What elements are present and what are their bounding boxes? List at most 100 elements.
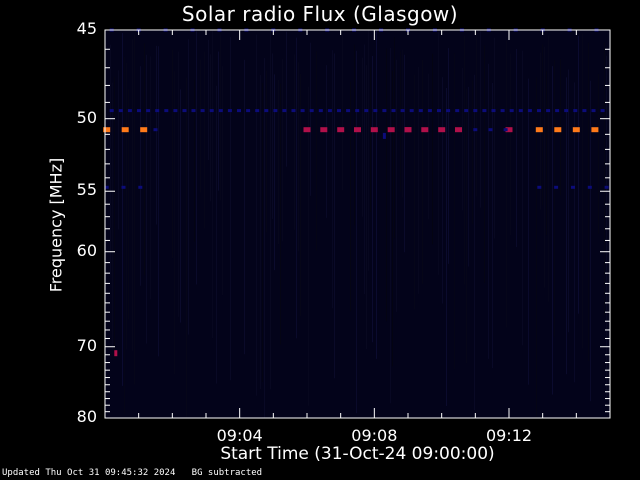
noise-streak	[260, 75, 261, 390]
band-mark	[604, 185, 609, 189]
noise-streak	[296, 37, 297, 339]
band-mark	[571, 185, 575, 189]
point-mark	[114, 350, 118, 357]
y-tick-label: 70	[76, 335, 97, 355]
noise-streak	[506, 40, 507, 328]
band-mark	[509, 109, 514, 113]
noise-streak	[494, 37, 495, 239]
noise-streak	[588, 42, 589, 362]
band-mark	[273, 109, 278, 113]
noise-streak	[208, 39, 209, 161]
y-tick-label: 60	[76, 240, 97, 260]
band-mark	[591, 127, 599, 133]
noise-streak	[282, 59, 283, 242]
noise-streak	[604, 42, 605, 317]
x-tick-label: 09:04	[216, 426, 263, 445]
noise-streak	[472, 80, 473, 224]
y-axis-label: Frequency [MHz]	[46, 157, 66, 293]
band-mark	[573, 109, 578, 113]
noise-streak	[386, 48, 387, 322]
noise-streak	[294, 54, 295, 230]
noise-streak	[212, 30, 213, 339]
noise-streak	[568, 69, 569, 333]
plot-area	[105, 30, 610, 418]
noise-streak	[132, 39, 133, 351]
band-mark	[438, 127, 446, 133]
noise-streak	[552, 66, 553, 395]
band-mark	[503, 128, 508, 132]
band-mark	[127, 109, 132, 113]
band-mark	[482, 109, 487, 113]
band-mark	[537, 109, 541, 113]
noise-streak	[400, 51, 401, 192]
noise-streak	[476, 31, 477, 197]
band-mark	[300, 109, 305, 113]
band-mark	[337, 127, 345, 133]
plot-frame	[104, 29, 611, 419]
noise-streak	[122, 33, 123, 386]
band-mark	[564, 109, 569, 113]
noise-streak	[578, 35, 579, 314]
noise-streak	[334, 53, 335, 379]
noise-streak	[574, 82, 575, 383]
noise-streak	[200, 59, 201, 193]
band-mark	[103, 127, 111, 133]
noise-streak	[362, 57, 363, 217]
noise-streak	[522, 50, 523, 346]
band-mark	[488, 128, 493, 132]
noise-streak	[554, 60, 555, 337]
noise-streak	[144, 43, 145, 276]
band-mark	[370, 127, 378, 133]
band-mark	[400, 109, 405, 113]
noise-streak	[128, 89, 129, 320]
band-mark	[237, 109, 241, 113]
noise-streak	[110, 44, 111, 275]
noise-streak	[262, 82, 263, 382]
noise-streak	[286, 31, 287, 167]
band-mark	[137, 109, 141, 113]
band-mark	[355, 109, 360, 113]
noise-streak	[432, 53, 433, 245]
noise-streak	[210, 54, 211, 202]
noise-streak	[332, 50, 333, 309]
noise-streak	[404, 54, 405, 253]
noise-streak	[492, 82, 493, 369]
noise-streak	[124, 56, 125, 414]
noise-streak	[222, 66, 223, 296]
noise-streak	[428, 73, 429, 220]
noise-streak	[272, 53, 273, 219]
band-mark	[109, 109, 114, 113]
band-mark	[318, 109, 323, 113]
band-mark	[246, 109, 251, 113]
band-mark	[518, 109, 523, 113]
noise-streak	[488, 63, 489, 359]
noise-streak	[126, 63, 127, 350]
noise-streak	[372, 55, 373, 343]
band-mark	[437, 109, 441, 113]
noise-streak	[484, 45, 485, 283]
noise-streak	[402, 49, 403, 198]
band-mark	[303, 127, 311, 133]
noise-streak	[370, 67, 371, 212]
noise-streak	[546, 71, 547, 236]
noise-streak	[510, 53, 511, 236]
band-mark	[555, 109, 560, 113]
noise-streak	[256, 34, 257, 396]
noise-streak	[376, 30, 377, 359]
noise-streak	[266, 70, 267, 233]
band-mark	[291, 109, 296, 113]
noise-streak	[270, 31, 271, 390]
band-mark	[554, 127, 562, 133]
band-mark	[455, 109, 460, 113]
noise-streak	[480, 31, 481, 208]
noise-streak	[364, 44, 365, 294]
noise-streak	[544, 46, 545, 288]
x-tick-label: 09:08	[351, 426, 398, 445]
band-mark	[155, 109, 160, 113]
x-axis-label: Start Time (31-Oct-24 09:00:00)	[220, 444, 495, 464]
noise-streak	[174, 71, 175, 374]
noise-streak	[158, 46, 159, 357]
band-mark	[418, 109, 423, 113]
band-mark	[427, 109, 432, 113]
